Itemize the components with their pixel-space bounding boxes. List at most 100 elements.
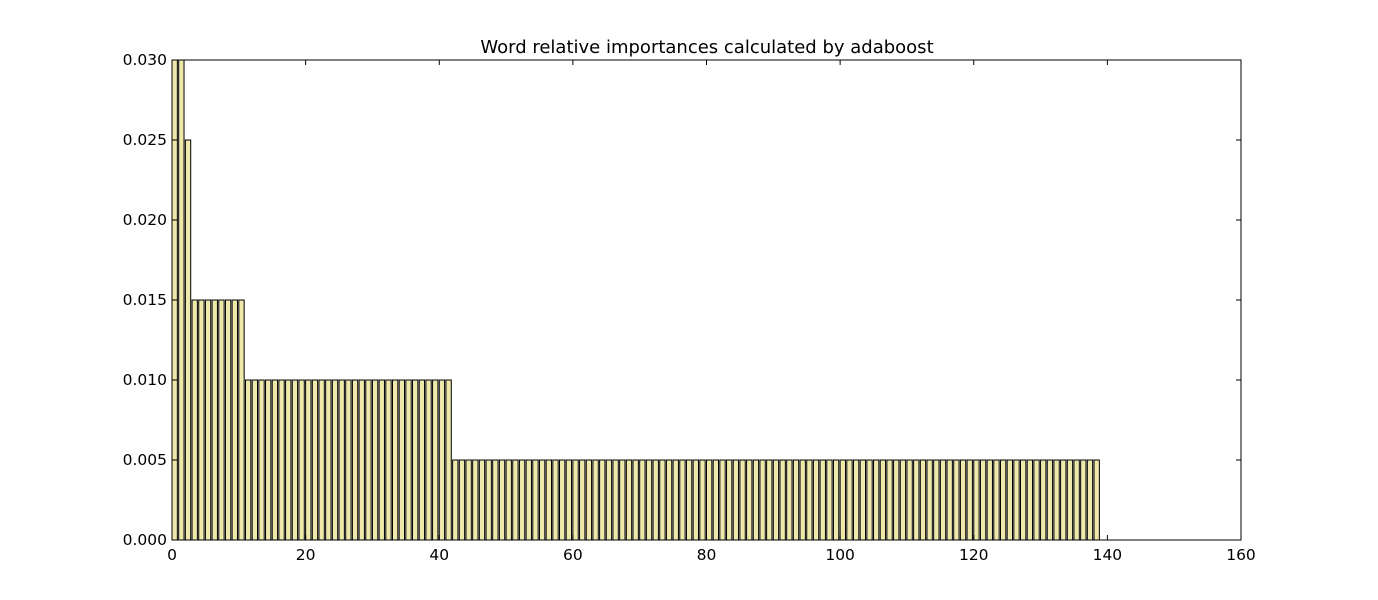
bar <box>806 459 813 541</box>
bar <box>244 379 252 541</box>
bar <box>939 459 947 541</box>
bar <box>826 459 833 541</box>
bar <box>298 379 305 541</box>
bar <box>839 459 846 541</box>
bar <box>605 459 613 541</box>
bar <box>485 459 492 541</box>
bar <box>552 459 559 541</box>
bar <box>919 459 927 541</box>
bar <box>672 459 679 541</box>
bar <box>899 459 907 541</box>
y-tick-label: 0.015 <box>123 291 167 309</box>
bar <box>906 459 913 541</box>
bar <box>458 459 466 541</box>
x-axis: 0 20 40 60 80 100 120 140 160 <box>167 60 1256 564</box>
bar <box>893 459 900 541</box>
bar <box>852 459 860 541</box>
bars-group <box>171 59 1100 541</box>
bar <box>472 459 479 541</box>
bar <box>752 459 760 541</box>
bar <box>418 379 426 541</box>
bar <box>979 459 987 541</box>
bar <box>498 459 506 541</box>
bar <box>619 459 626 541</box>
bar <box>1053 459 1060 541</box>
bar <box>545 459 552 541</box>
bar <box>291 379 299 541</box>
bar <box>412 379 419 541</box>
bar <box>726 459 733 541</box>
bar <box>625 459 633 541</box>
x-tick-label: 0 <box>167 546 177 564</box>
bar <box>592 459 599 541</box>
bar <box>311 379 319 541</box>
bar <box>271 379 279 541</box>
bar <box>1026 459 1034 541</box>
bar <box>639 459 646 541</box>
bar <box>572 459 579 541</box>
bar <box>184 139 192 541</box>
bar <box>866 459 873 541</box>
bar <box>178 59 185 541</box>
bar <box>759 459 766 541</box>
bar <box>385 379 392 541</box>
bar <box>1086 459 1094 541</box>
bar <box>251 379 259 541</box>
bar <box>425 379 432 541</box>
bar <box>665 459 673 541</box>
bar <box>532 459 539 541</box>
x-tick-label: 140 <box>1093 546 1123 564</box>
bar <box>859 459 867 541</box>
bar <box>879 459 887 541</box>
y-tick-label: 0.030 <box>123 51 167 69</box>
bar <box>265 379 272 541</box>
bar <box>559 459 566 541</box>
bar <box>365 379 372 541</box>
bar <box>345 379 352 541</box>
y-tick-label: 0.025 <box>123 131 167 149</box>
bar <box>645 459 653 541</box>
bar <box>766 459 773 541</box>
bar <box>933 459 940 541</box>
bar <box>465 459 472 541</box>
bar <box>405 379 412 541</box>
bar <box>966 459 973 541</box>
bar <box>305 379 312 541</box>
y-tick-label: 0.005 <box>123 451 167 469</box>
bar <box>739 459 746 541</box>
bar <box>732 459 740 541</box>
x-tick-label: 20 <box>296 546 316 564</box>
bar <box>512 459 519 541</box>
bar <box>913 459 920 541</box>
bar <box>331 379 339 541</box>
bar <box>238 299 245 541</box>
bar <box>699 459 706 541</box>
bar <box>973 459 980 541</box>
bar <box>565 459 573 541</box>
bar <box>799 459 806 541</box>
bar <box>378 379 385 541</box>
bar <box>585 459 593 541</box>
bar <box>786 459 793 541</box>
bar <box>198 299 205 541</box>
bar <box>371 379 379 541</box>
bar <box>926 459 933 541</box>
bar <box>819 459 826 541</box>
bar <box>746 459 753 541</box>
bar <box>1013 459 1020 541</box>
bar <box>518 459 526 541</box>
y-tick-label: 0.000 <box>123 531 167 549</box>
bar <box>318 379 325 541</box>
bar <box>1060 459 1067 541</box>
bar <box>1046 459 1054 541</box>
bar <box>779 459 786 541</box>
bar <box>478 459 486 541</box>
bar <box>685 459 693 541</box>
bar <box>719 459 726 541</box>
y-axis: 0.000 0.005 0.010 0.015 0.020 0.025 0.030 <box>123 51 1241 549</box>
bar <box>525 459 532 541</box>
bar <box>599 459 606 541</box>
bar <box>398 379 406 541</box>
x-tick-label: 60 <box>563 546 583 564</box>
